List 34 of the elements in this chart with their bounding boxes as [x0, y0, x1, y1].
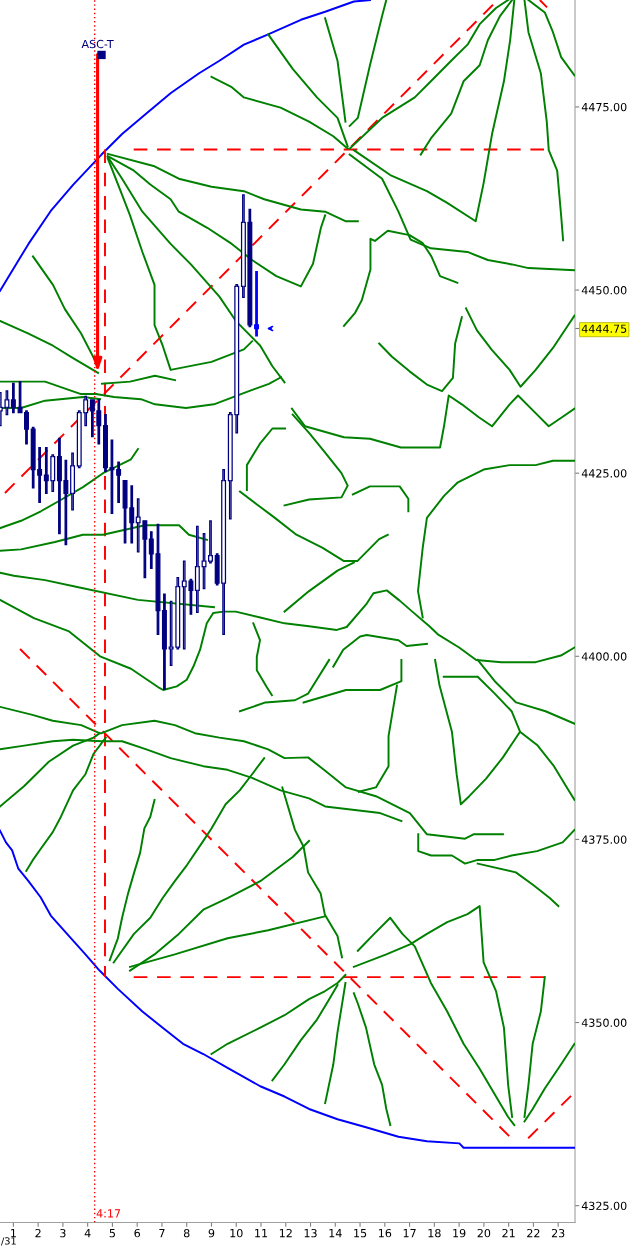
x-tick-label: 22 [527, 1228, 540, 1238]
x-tick-label: 19 [453, 1228, 466, 1238]
ref-line-label: 4:17 [96, 1209, 121, 1218]
text: /31 [1, 1237, 16, 1246]
x-tick-label: 11 [255, 1229, 268, 1238]
x-tick-label: 9 [208, 1228, 215, 1238]
y-tick-label: 4444.75 [581, 324, 627, 333]
y-tick-label: 4375.00 [581, 835, 627, 844]
y-tick-label: 4325.00 [581, 1201, 627, 1211]
x-tick-label: 16 [378, 1228, 392, 1238]
x-tick-label: 3 [60, 1228, 66, 1238]
y-tick-label: 4350.00 [581, 1018, 627, 1027]
x-tick-label: 1 [11, 1229, 16, 1238]
x-tick-label: 6 [134, 1228, 141, 1238]
x-tick-label: 4 [84, 1229, 91, 1238]
x-tick-label: 12 [279, 1228, 292, 1238]
x-tick-label: 17 [403, 1229, 416, 1238]
x-tick-label: 21 [502, 1228, 515, 1238]
x-tick-label: 8 [183, 1228, 190, 1238]
x-tick-label: 7 [159, 1229, 165, 1238]
y-tick-label: 4475.00 [581, 102, 627, 112]
y-tick-label: 4400.00 [581, 652, 627, 661]
annotation: ASC-T [81, 39, 114, 49]
x-tick-label: 14 [329, 1229, 342, 1238]
y-tick-label: 4450.00 [581, 286, 627, 295]
x-tick-label: 15 [354, 1229, 367, 1238]
x-tick-label: 23 [551, 1228, 565, 1238]
x-tick-label: 10 [230, 1228, 243, 1238]
y-tick-label: 4425.00 [581, 469, 627, 478]
x-tick-label: 5 [109, 1229, 115, 1238]
x-tick-label: 18 [428, 1228, 441, 1238]
x-tick-label: 13 [304, 1228, 317, 1238]
x-tick-label: 2 [35, 1228, 41, 1238]
x-tick-label: 20 [477, 1228, 491, 1238]
